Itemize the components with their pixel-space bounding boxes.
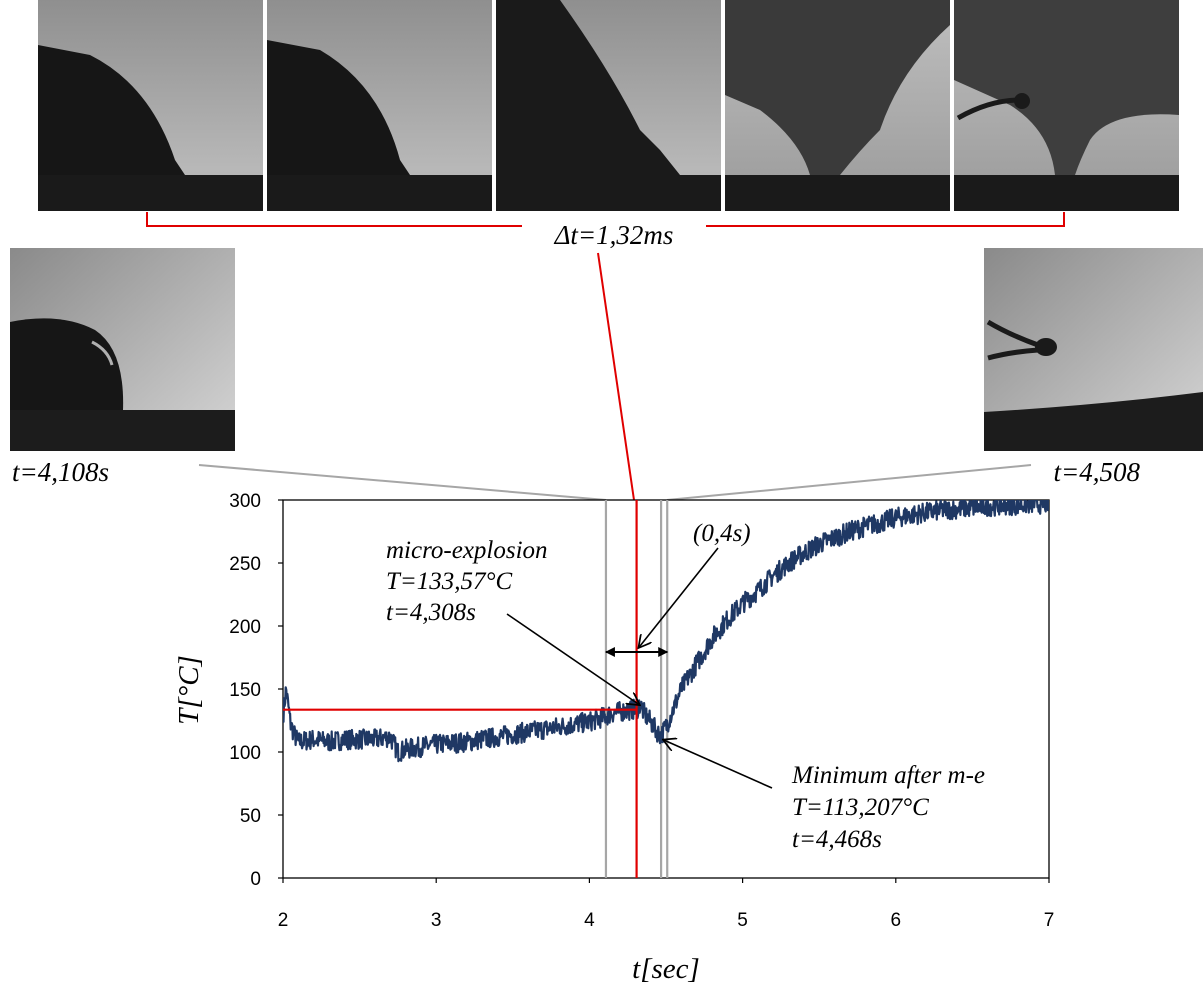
x-axis: 2 3 4 5 6 7 (278, 878, 1055, 931)
temperature-series-line (283, 500, 1049, 763)
sequence-frame-1 (38, 0, 263, 211)
sequence-frame-3 (496, 0, 721, 211)
minimum-pointer (663, 740, 773, 789)
minimum-label: Minimum after m-e (791, 762, 985, 789)
y-tick-label: 100 (229, 743, 261, 764)
interval-pointer (638, 547, 719, 648)
y-tick-label: 300 (229, 491, 261, 512)
y-tick-label: 200 (229, 617, 261, 638)
y-tick-label: 50 (240, 806, 261, 827)
minimum-t: t=4,468s (792, 826, 882, 853)
sequence-frame-5 (954, 0, 1179, 211)
annotation-minimum: Minimum after m-e T=113,207°C t=4,468s (663, 740, 985, 853)
frame-right: t=4,508 (984, 248, 1203, 487)
interval-label: (0,4s) (693, 520, 751, 547)
x-tick-label: 7 (1044, 910, 1055, 931)
annotation-interval: (0,4s) (638, 520, 751, 648)
right-frame-time-label: t=4,508 (1054, 457, 1141, 487)
sequence-dt-label: Δt=1,32ms (554, 220, 674, 250)
micro-explosion-label: micro-explosion (386, 537, 548, 564)
y-tick-label: 250 (229, 554, 261, 575)
x-tick-label: 2 (278, 910, 289, 931)
annotation-micro-explosion: micro-explosion T=133,57°C t=4,308s (386, 537, 640, 705)
minimum-T: T=113,207°C (792, 794, 929, 821)
micro-explosion-pointer (506, 613, 640, 705)
frame-left: t=4,108s (10, 248, 235, 487)
sequence-frame-2 (267, 0, 492, 211)
red-reference-lines (283, 500, 638, 878)
micro-explosion-T: T=133,57°C (386, 568, 513, 595)
micro-explosion-t: t=4,308s (386, 599, 476, 626)
y-tick-label: 0 (250, 869, 261, 890)
frame-sequence (38, 0, 1179, 211)
sequence-frame-4 (725, 0, 950, 211)
x-tick-label: 5 (737, 910, 748, 931)
plot-area: 0 50 100 150 200 250 300 2 3 4 5 6 7 T[°C] t[sec] (173, 491, 1054, 985)
x-axis-label: t[sec] (632, 953, 700, 985)
y-axis: 0 50 100 150 200 250 300 (229, 491, 283, 890)
y-tick-label: 150 (229, 680, 261, 701)
reference-lines (604, 500, 669, 878)
y-axis-label: T[°C] (173, 655, 205, 725)
x-tick-label: 6 (891, 910, 902, 931)
connector-lines (198, 464, 1032, 501)
sequence-bracket: Δt=1,32ms (146, 212, 1065, 501)
plot-frame (282, 499, 1050, 879)
left-frame-time-label: t=4,108s (12, 457, 109, 487)
x-tick-label: 3 (431, 910, 442, 931)
x-tick-label: 4 (584, 910, 595, 931)
